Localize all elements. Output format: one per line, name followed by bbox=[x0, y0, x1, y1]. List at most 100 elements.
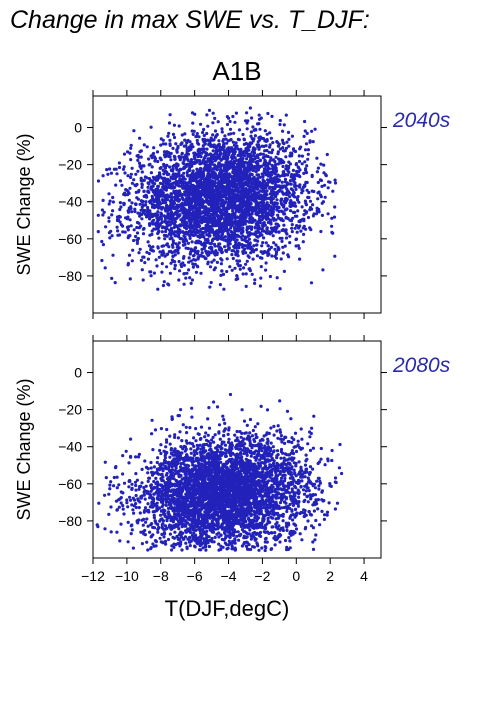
data-point bbox=[220, 127, 223, 130]
data-point bbox=[135, 191, 138, 194]
data-point bbox=[183, 264, 186, 267]
data-point bbox=[228, 164, 231, 167]
data-point bbox=[206, 157, 209, 160]
data-point bbox=[142, 228, 145, 231]
data-point bbox=[297, 165, 300, 168]
data-point bbox=[285, 236, 288, 239]
data-point bbox=[136, 242, 139, 245]
data-point bbox=[306, 132, 309, 135]
data-point bbox=[169, 272, 172, 275]
data-point bbox=[255, 173, 258, 176]
data-point bbox=[211, 239, 214, 242]
data-point bbox=[231, 191, 234, 194]
data-point bbox=[229, 120, 232, 123]
data-point bbox=[268, 146, 271, 149]
data-point bbox=[102, 199, 105, 202]
data-point bbox=[178, 241, 181, 244]
data-point bbox=[104, 225, 107, 228]
data-point bbox=[198, 173, 201, 176]
data-point bbox=[228, 161, 231, 164]
data-point bbox=[170, 205, 173, 208]
data-point bbox=[156, 150, 159, 153]
data-point bbox=[166, 242, 169, 245]
data-point bbox=[111, 196, 114, 199]
data-point bbox=[267, 253, 270, 256]
y-tick-label: −80 bbox=[58, 268, 82, 284]
data-point bbox=[219, 170, 222, 173]
data-point bbox=[249, 217, 252, 220]
data-point bbox=[229, 195, 232, 198]
data-point bbox=[168, 139, 171, 142]
data-point bbox=[277, 150, 280, 153]
data-point bbox=[281, 184, 284, 187]
data-point bbox=[278, 123, 281, 126]
data-point bbox=[218, 248, 221, 251]
data-point bbox=[245, 285, 248, 288]
data-point bbox=[253, 278, 256, 281]
data-point bbox=[148, 217, 151, 220]
data-point bbox=[197, 215, 200, 218]
data-point bbox=[288, 182, 291, 185]
data-point bbox=[265, 231, 268, 234]
data-point bbox=[214, 129, 217, 132]
data-point bbox=[220, 251, 223, 254]
data-point bbox=[210, 204, 213, 207]
data-point bbox=[296, 231, 299, 234]
data-point bbox=[169, 113, 172, 116]
data-point bbox=[239, 154, 242, 157]
data-point bbox=[279, 147, 282, 150]
data-point bbox=[310, 208, 313, 211]
data-point bbox=[189, 165, 192, 168]
data-point bbox=[201, 251, 204, 254]
data-point bbox=[291, 223, 294, 226]
data-point bbox=[114, 184, 117, 187]
data-point bbox=[299, 230, 302, 233]
data-point bbox=[241, 133, 244, 136]
data-point bbox=[179, 168, 182, 171]
data-point bbox=[132, 239, 135, 242]
data-point bbox=[164, 178, 167, 181]
data-point bbox=[131, 259, 134, 262]
data-point bbox=[182, 215, 185, 218]
data-point bbox=[248, 221, 251, 224]
data-point bbox=[197, 155, 200, 158]
data-point bbox=[176, 175, 179, 178]
data-point bbox=[188, 177, 191, 180]
data-point bbox=[232, 163, 235, 166]
data-point bbox=[239, 268, 242, 271]
data-point bbox=[128, 187, 131, 190]
data-point bbox=[272, 207, 275, 210]
data-point bbox=[153, 159, 156, 162]
data-point bbox=[257, 184, 260, 187]
data-point bbox=[111, 254, 114, 257]
data-point bbox=[235, 112, 238, 115]
data-point bbox=[248, 267, 251, 270]
data-point bbox=[178, 260, 181, 263]
data-point bbox=[260, 244, 263, 247]
data-point bbox=[159, 157, 162, 160]
data-point bbox=[155, 258, 158, 261]
data-point bbox=[218, 192, 221, 195]
data-point bbox=[275, 198, 278, 201]
data-point bbox=[159, 144, 162, 147]
data-point bbox=[200, 181, 203, 184]
data-point bbox=[309, 465, 312, 468]
data-point bbox=[162, 169, 165, 172]
data-point bbox=[106, 173, 109, 176]
data-point bbox=[226, 223, 229, 226]
data-point bbox=[144, 200, 147, 203]
data-point bbox=[291, 135, 294, 138]
data-point bbox=[200, 184, 203, 187]
data-point bbox=[195, 206, 198, 209]
data-point bbox=[142, 164, 145, 167]
data-point bbox=[274, 218, 277, 221]
data-point bbox=[174, 264, 177, 267]
data-point bbox=[200, 231, 203, 234]
data-point bbox=[166, 182, 169, 185]
data-point bbox=[196, 224, 199, 227]
data-point bbox=[149, 201, 152, 204]
data-point bbox=[191, 129, 194, 132]
data-point bbox=[223, 134, 226, 137]
data-point bbox=[208, 285, 211, 288]
data-point bbox=[107, 220, 110, 223]
